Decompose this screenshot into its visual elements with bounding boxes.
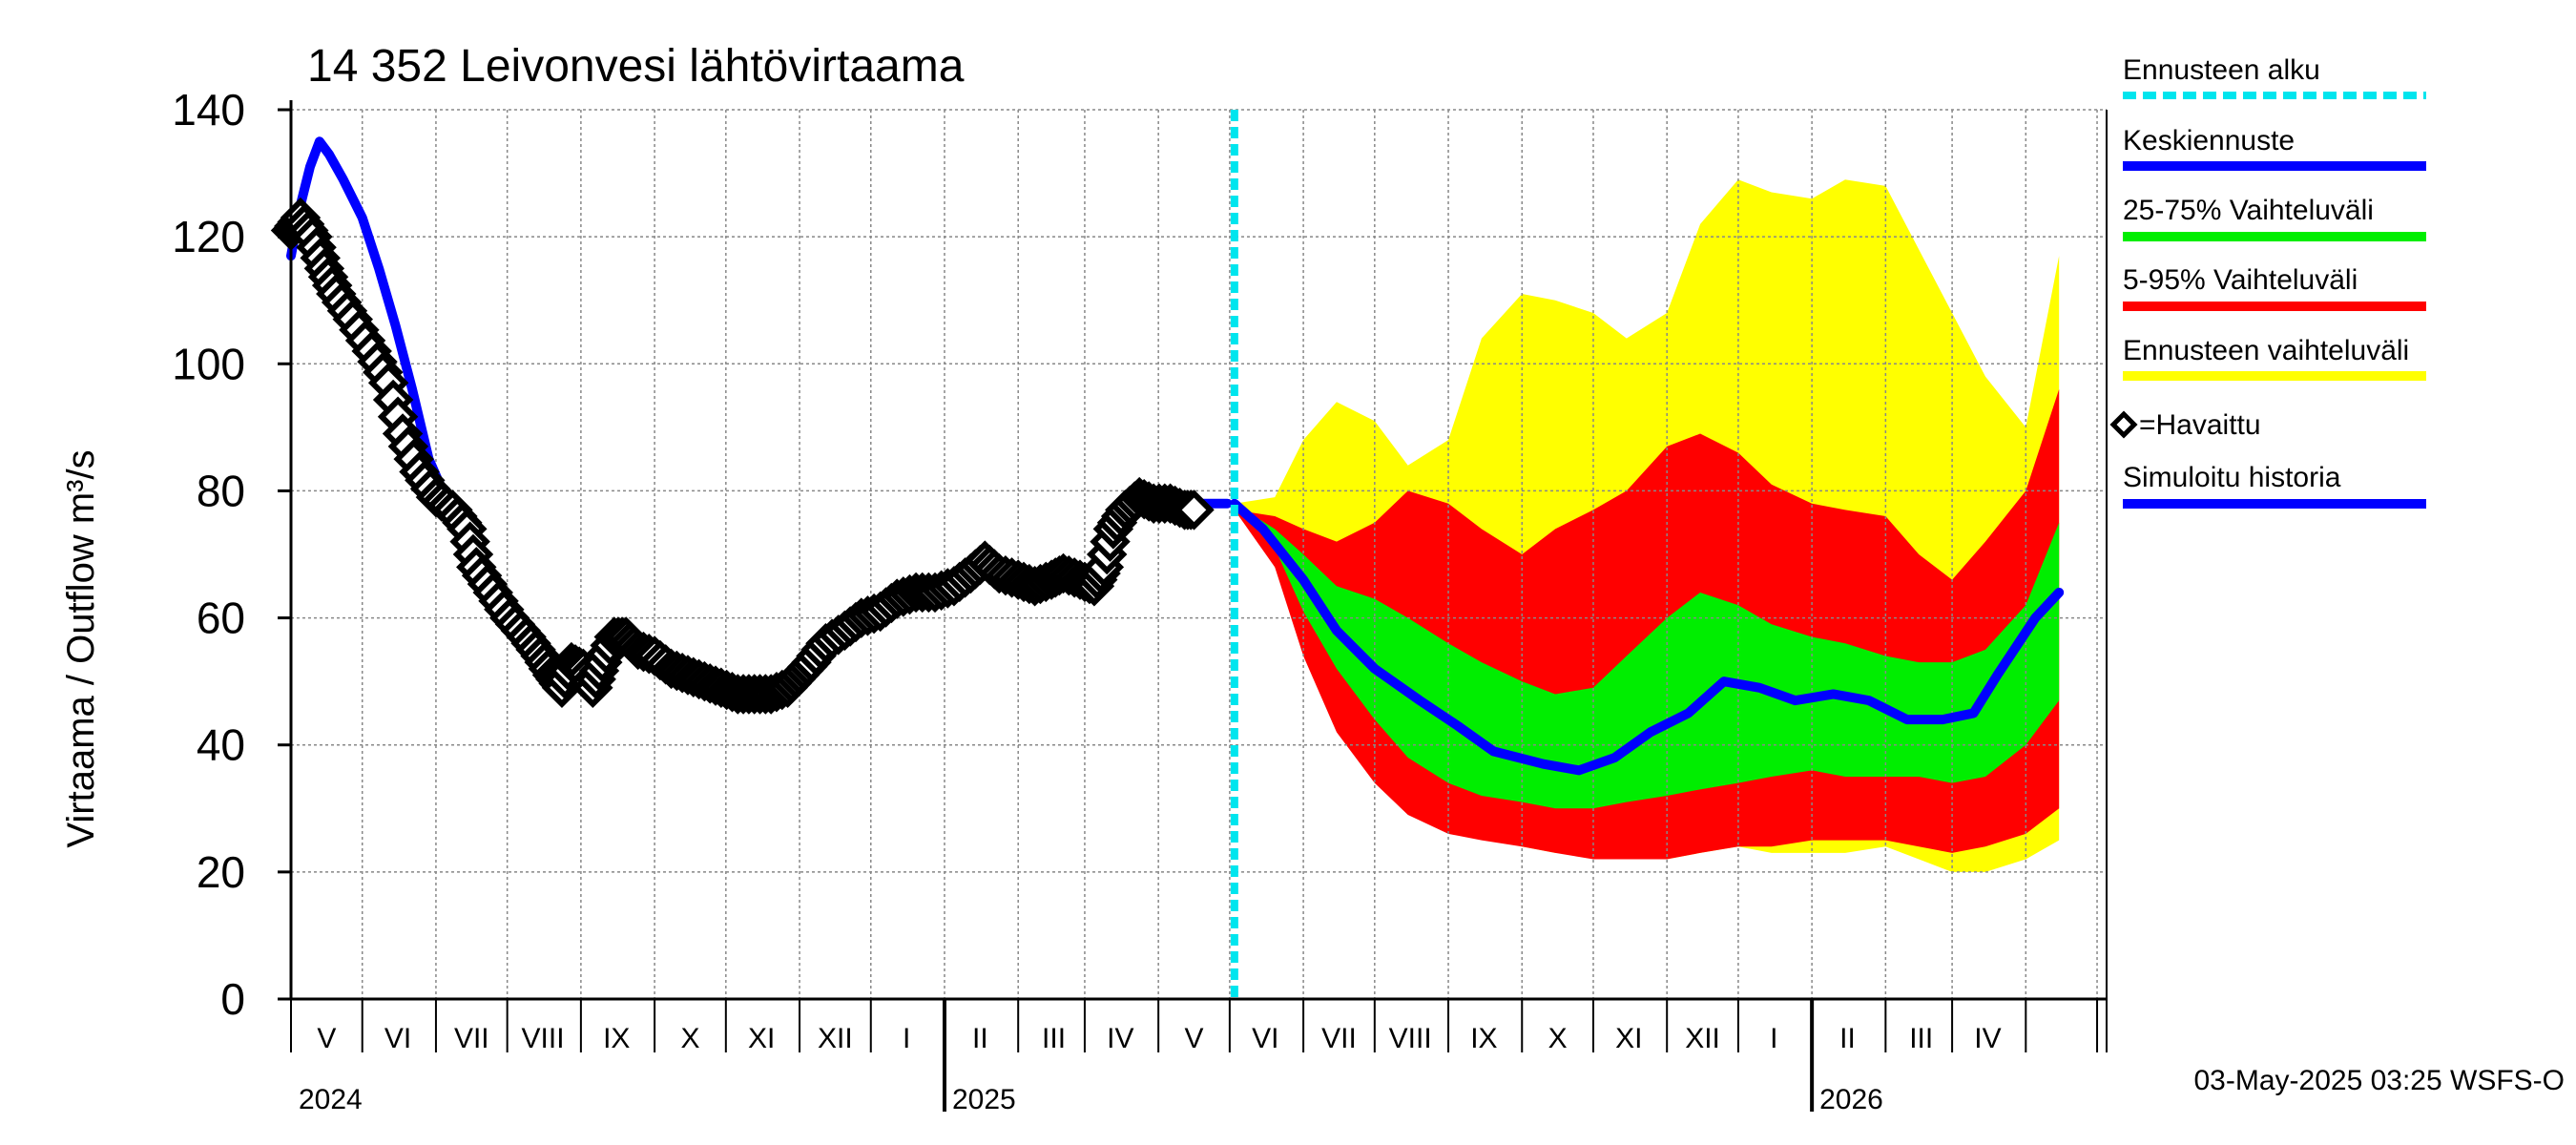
chart-title: 14 352 Leivonvesi lähtövirtaama bbox=[307, 41, 965, 92]
forecast-bands bbox=[1234, 179, 2060, 872]
month-label: IV bbox=[1107, 1023, 1133, 1054]
legend-label-keskiennuste: Keskiennuste bbox=[2123, 125, 2295, 156]
month-label: III bbox=[1042, 1023, 1066, 1054]
legend-label-ennusteen-vaihteluv-li: Ennusteen vaihteluväli bbox=[2123, 335, 2409, 366]
observed-point bbox=[1174, 489, 1215, 531]
month-label: I bbox=[1770, 1023, 1777, 1054]
month-label: X bbox=[680, 1023, 699, 1054]
month-label: XI bbox=[748, 1023, 775, 1054]
year-label: 2026 bbox=[1819, 1084, 1883, 1115]
month-label: IX bbox=[603, 1023, 630, 1054]
y-tick-label: 40 bbox=[197, 720, 245, 770]
month-label: XII bbox=[1685, 1023, 1720, 1054]
month-label: VI bbox=[1252, 1023, 1278, 1054]
legend-label-simuloitu-historia: Simuloitu historia bbox=[2123, 462, 2341, 493]
month-label: II bbox=[972, 1023, 988, 1054]
legend-label-5-95-vaihteluv-li: 5-95% Vaihteluväli bbox=[2123, 264, 2358, 296]
month-label: XII bbox=[818, 1023, 853, 1054]
legend-label-ennusteen-alku: Ennusteen alku bbox=[2123, 54, 2320, 86]
year-label: 2025 bbox=[952, 1084, 1016, 1115]
y-tick-label: 60 bbox=[197, 593, 245, 643]
month-label: VI bbox=[384, 1023, 411, 1054]
y-axis-label: Virtaama / Outflow m³/s bbox=[60, 449, 102, 847]
month-label: VII bbox=[1321, 1023, 1357, 1054]
month-label: VIII bbox=[1389, 1023, 1432, 1054]
month-label: IV bbox=[1974, 1023, 2001, 1054]
y-tick-label: 140 bbox=[172, 85, 245, 135]
year-label: 2024 bbox=[299, 1084, 363, 1115]
y-tick-label: 80 bbox=[197, 466, 245, 515]
legend: Ennusteen alku Keskiennuste 25-75% Vaihtel… bbox=[2109, 54, 2426, 509]
legend-marker-observed bbox=[2109, 410, 2138, 439]
month-label: VIII bbox=[522, 1023, 565, 1054]
month-label: III bbox=[1909, 1023, 1933, 1054]
observed-markers bbox=[270, 197, 1215, 715]
y-tick-label: 0 bbox=[220, 974, 245, 1024]
month-label: XI bbox=[1615, 1023, 1642, 1054]
footer-timestamp: 03-May-2025 03:25 WSFS-O bbox=[2194, 1065, 2566, 1096]
month-label: IX bbox=[1470, 1023, 1497, 1054]
grid bbox=[291, 109, 2107, 999]
y-tick-label: 20 bbox=[197, 847, 245, 897]
y-tick-label: 120 bbox=[172, 212, 245, 261]
band-25-75-vaihteluv-li bbox=[1234, 503, 2060, 809]
month-label: II bbox=[1839, 1023, 1856, 1054]
legend-label-havaittu: =Havaittu bbox=[2139, 409, 2261, 441]
month-label: X bbox=[1548, 1023, 1568, 1054]
series-line-simuloitu-historia bbox=[286, 136, 1233, 699]
month-label: VII bbox=[454, 1023, 489, 1054]
y-tick-label: 100 bbox=[172, 339, 245, 388]
month-label: V bbox=[317, 1023, 336, 1054]
month-label: I bbox=[903, 1023, 910, 1054]
month-label: V bbox=[1185, 1023, 1204, 1054]
legend-label-25-75-vaihteluv-li: 25-75% Vaihteluväli bbox=[2123, 195, 2374, 226]
series-line-keskiennuste bbox=[1229, 498, 2065, 776]
